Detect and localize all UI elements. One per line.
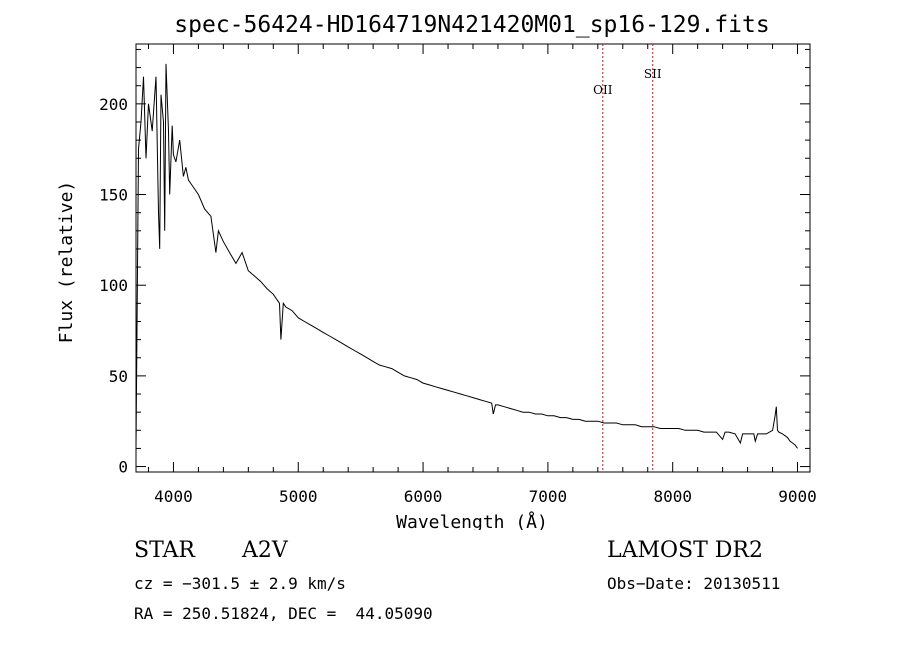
y-tick-label: 200	[99, 95, 128, 114]
plot-frame	[135, 43, 811, 473]
object-class: STAR	[134, 538, 195, 563]
y-axis-label: Flux (relative)	[56, 181, 77, 344]
x-axis-label: Wavelength (Å)	[396, 511, 548, 530]
x-tick-label: 5000	[279, 487, 318, 506]
y-axis-ticks: 0 50 100 150 200	[99, 48, 810, 477]
y-tick-label: 150	[99, 186, 128, 205]
y-tick-label: 50	[109, 367, 128, 386]
x-tick-label: 6000	[404, 487, 443, 506]
x-tick-label: 9000	[778, 487, 817, 506]
chart-title: spec-56424-HD164719N421420M01_sp16-129.f…	[174, 12, 769, 38]
y-tick-label: 100	[99, 276, 128, 295]
redshift-cz: cz = −301.5 ± 2.9 km/s	[134, 574, 346, 593]
coordinates: RA = 250.51824, DEC = 44.05090	[134, 604, 433, 623]
x-tick-label: 7000	[529, 487, 568, 506]
spectral-subclass: A2V	[242, 538, 288, 563]
spectrum-chart: spec-56424-HD164719N421420M01_sp16-129.f…	[56, 12, 817, 530]
emission-line-label: SII	[644, 67, 662, 81]
survey-name: LAMOST DR2	[607, 538, 763, 563]
x-tick-label: 4000	[154, 487, 193, 506]
y-tick-label: 0	[118, 458, 128, 477]
x-axis-ticks: 4000 5000 6000 7000 8000 9000	[147, 44, 817, 506]
x-tick-label: 8000	[653, 487, 692, 506]
observation-date: Obs−Date: 20130511	[607, 574, 781, 593]
emission-line-markers: OII SII	[593, 44, 662, 472]
emission-line-label: OII	[593, 83, 613, 97]
spectrum-line	[135, 63, 798, 449]
